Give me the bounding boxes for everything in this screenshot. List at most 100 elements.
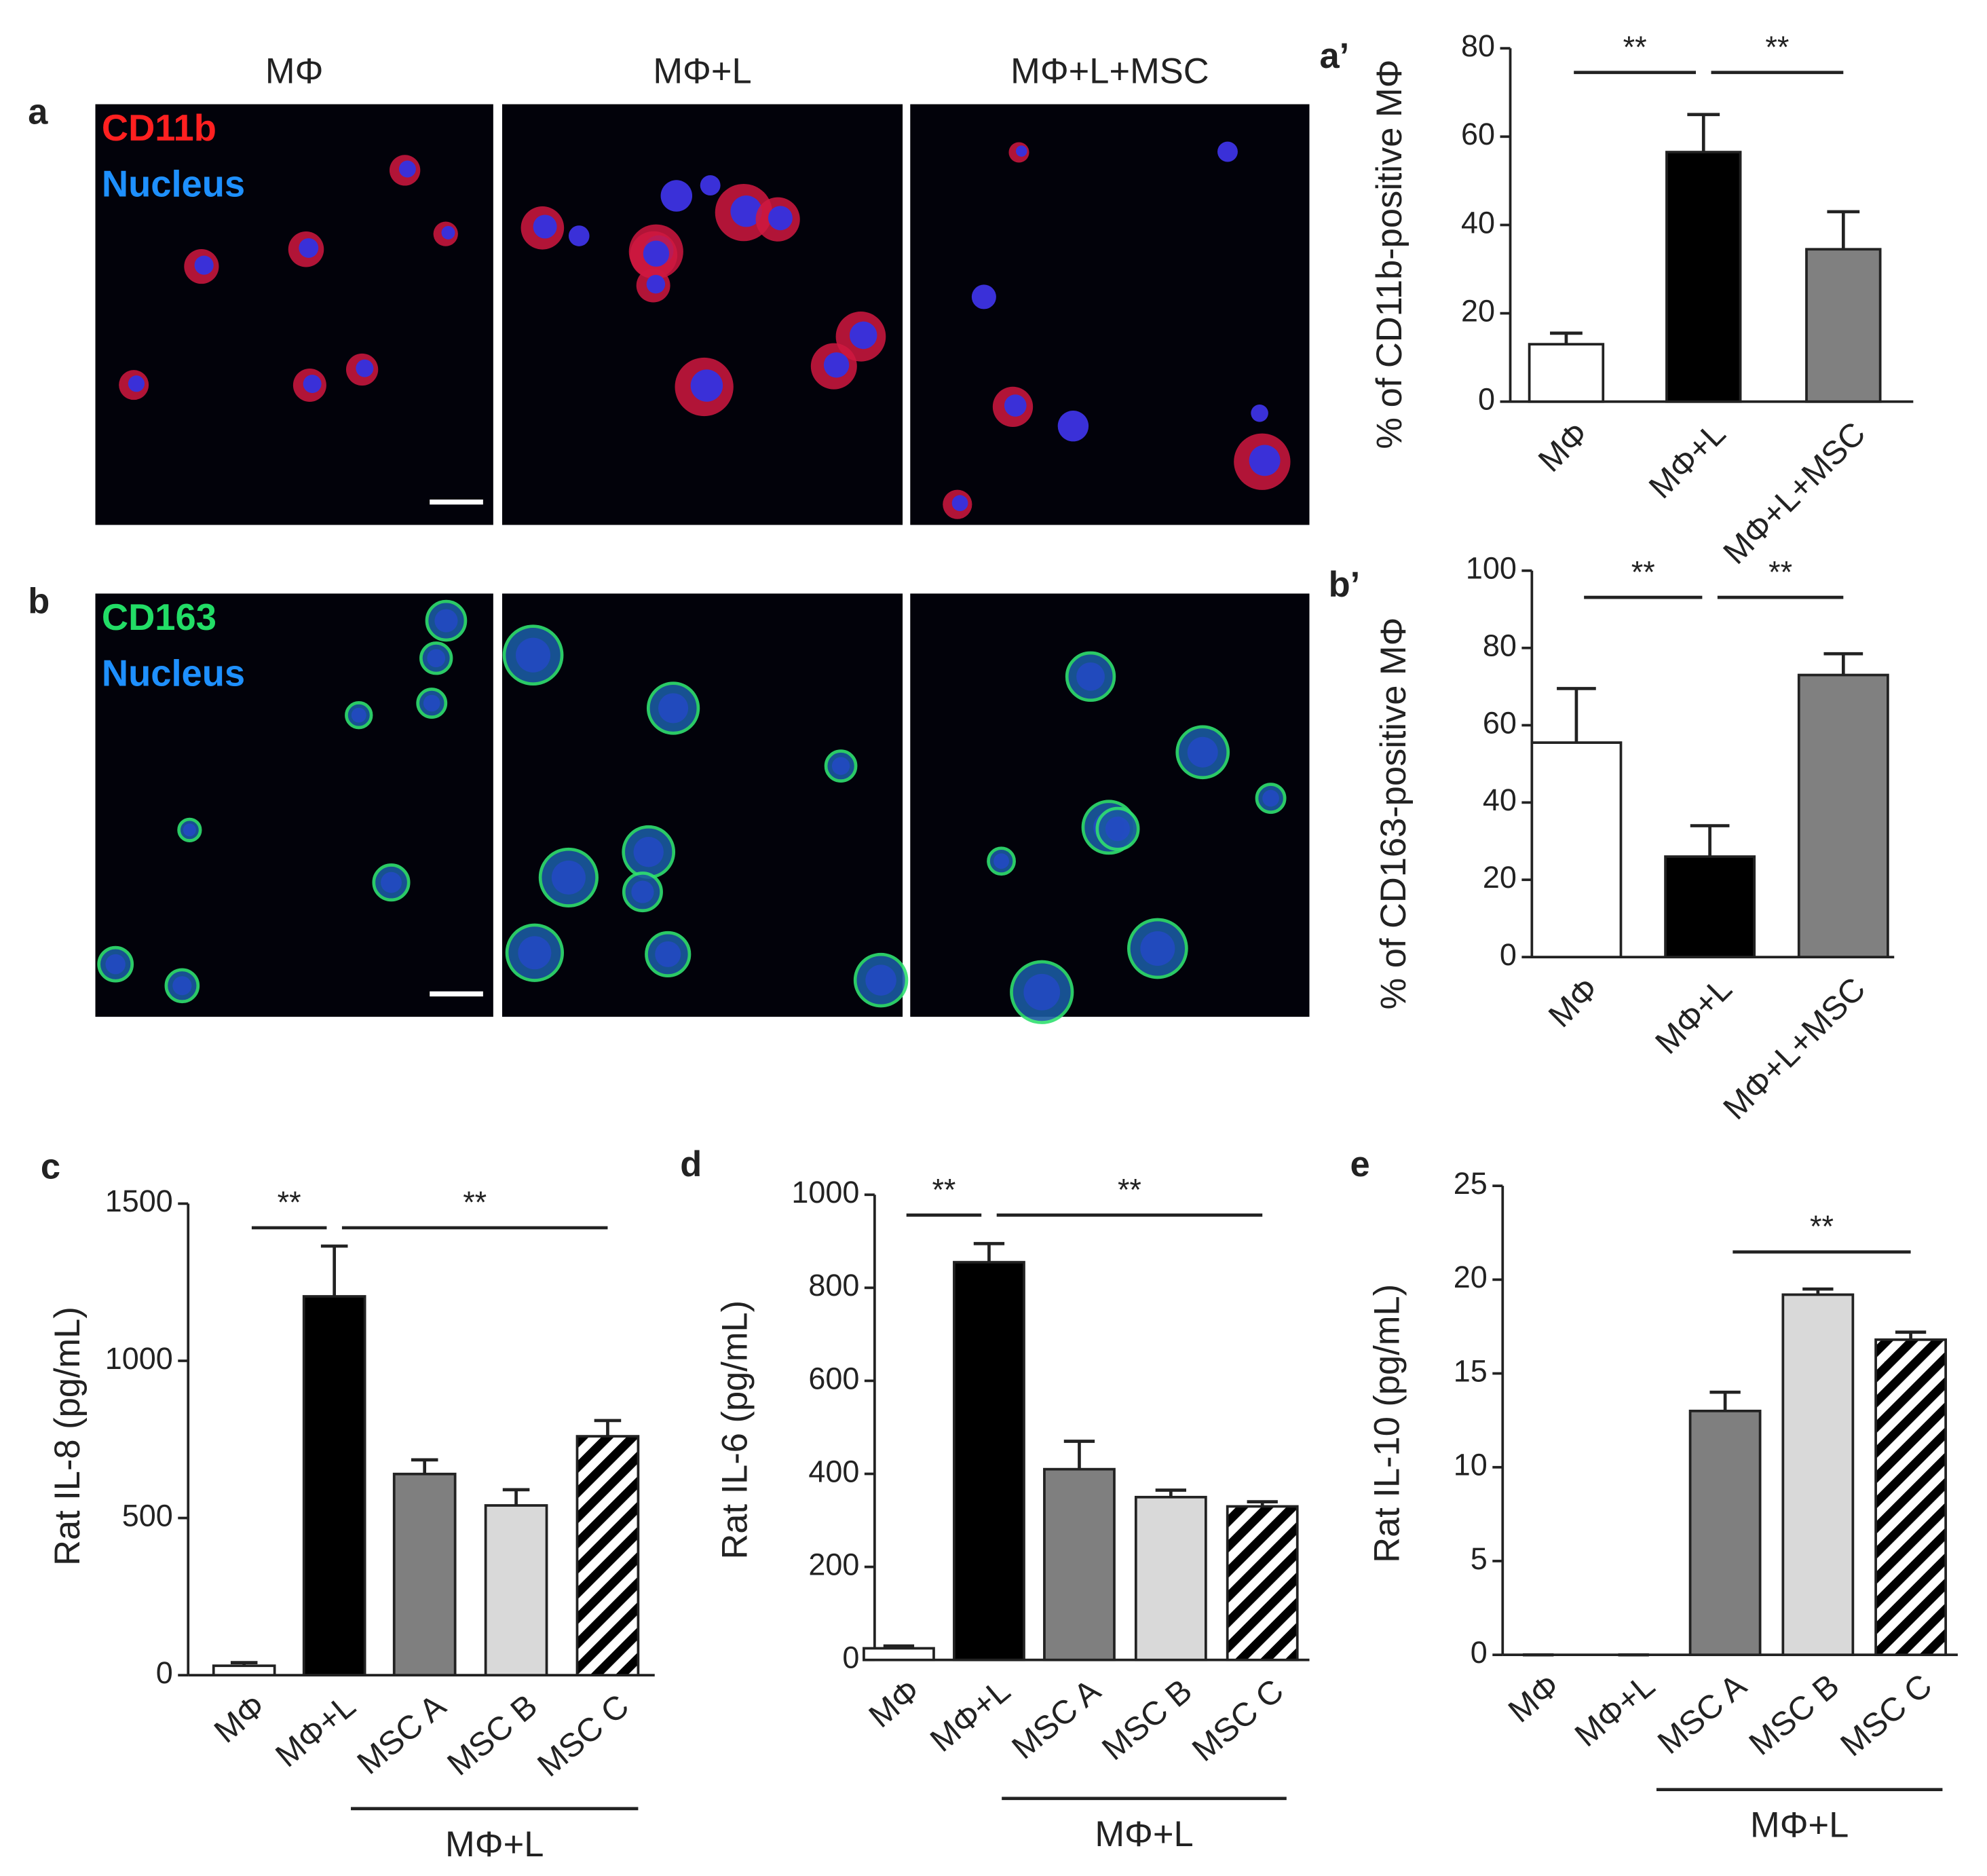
y-axis-label: Rat IL-8 (pg/mL)	[48, 1307, 88, 1566]
y-tick-label: 500	[122, 1498, 173, 1533]
nucleus	[516, 637, 551, 673]
bar	[1528, 343, 1605, 403]
y-tick-label: 20	[1483, 860, 1517, 895]
y-tick-label: 15	[1454, 1353, 1488, 1388]
nucleus	[730, 195, 762, 227]
bar	[863, 1647, 935, 1662]
y-tick-label: 1000	[791, 1175, 859, 1209]
bar	[575, 1435, 640, 1676]
significance-label: **	[1623, 30, 1647, 64]
nucleus	[1187, 736, 1218, 768]
nucleus	[128, 375, 145, 392]
y-tick-label: 20	[1454, 1260, 1488, 1294]
nucleus	[194, 255, 214, 275]
nucleus	[831, 757, 850, 775]
nucleus	[994, 853, 1009, 869]
micrograph	[95, 104, 493, 525]
significance-label: **	[1631, 555, 1655, 589]
nucleus	[172, 976, 192, 996]
y-tick-label: 80	[1483, 629, 1517, 663]
nucleus	[1015, 145, 1027, 157]
y-tick-label: 200	[808, 1547, 859, 1581]
y-tick-label: 100	[1466, 551, 1517, 586]
bar	[1805, 248, 1882, 403]
y-tick-label: 0	[1500, 937, 1517, 972]
nucleus	[1105, 817, 1131, 842]
bar	[1664, 855, 1756, 958]
significance-label: **	[1118, 1172, 1141, 1207]
y-tick-label: 10	[1454, 1448, 1488, 1482]
column-header: MΦ+L+MSC	[1010, 52, 1209, 91]
stain-label: Nucleus	[102, 164, 245, 205]
y-tick-label: 1500	[105, 1184, 173, 1218]
y-tick-label: 0	[842, 1640, 859, 1675]
nucleus	[633, 837, 664, 867]
bar	[1688, 1409, 1762, 1657]
column-header: MΦ+L	[653, 52, 751, 91]
nucleus	[427, 649, 446, 668]
stain-label: CD11b	[102, 107, 216, 149]
nucleus	[823, 352, 850, 378]
stain-label: Nucleus	[102, 653, 245, 694]
nucleus	[1249, 445, 1281, 476]
nucleus	[533, 214, 557, 239]
nucleus	[1262, 789, 1279, 807]
panel-label: e	[1350, 1145, 1369, 1184]
nucleus	[1217, 141, 1238, 162]
panel-label: a’	[1320, 37, 1350, 76]
nucleus	[303, 375, 322, 394]
bar	[212, 1664, 276, 1676]
nucleus	[398, 160, 416, 178]
y-tick-label: 5	[1471, 1541, 1488, 1576]
significance-label: **	[1768, 555, 1792, 589]
significance-label: **	[932, 1172, 955, 1207]
bar	[953, 1260, 1025, 1662]
y-tick-label: 800	[808, 1268, 859, 1302]
micrograph	[502, 104, 903, 525]
bar	[1530, 741, 1623, 958]
nucleus	[690, 369, 723, 402]
bar	[302, 1295, 366, 1676]
nucleus	[660, 180, 693, 212]
y-tick-label: 25	[1454, 1166, 1488, 1201]
bar	[1781, 1293, 1855, 1657]
nucleus	[768, 206, 793, 231]
significance-label: **	[278, 1185, 301, 1220]
panel-label: b	[28, 582, 50, 621]
nucleus	[646, 275, 666, 294]
nucleus	[551, 860, 586, 895]
nucleus	[351, 707, 366, 723]
nucleus	[105, 954, 126, 975]
nucleus	[1057, 411, 1089, 442]
significance-label: **	[1765, 30, 1789, 64]
bar	[392, 1472, 457, 1676]
significance-label: **	[463, 1185, 487, 1220]
nucleus	[658, 693, 689, 724]
group-label: MΦ+L	[1095, 1815, 1193, 1854]
nucleus	[568, 225, 590, 246]
panel-label: b’	[1329, 565, 1361, 605]
bar	[484, 1504, 548, 1676]
y-tick-label: 60	[1461, 117, 1495, 151]
nucleus	[183, 823, 196, 837]
y-tick-label: 40	[1483, 783, 1517, 817]
nucleus	[865, 964, 896, 996]
nucleus	[423, 694, 440, 712]
y-tick-label: 0	[1478, 382, 1495, 417]
micrograph	[502, 593, 903, 1017]
nucleus	[1140, 931, 1175, 966]
y-axis-label: Rat IL-10 (pg/mL)	[1367, 1284, 1407, 1563]
nucleus	[1004, 394, 1027, 417]
nucleus	[381, 871, 402, 893]
significance-label: **	[1810, 1209, 1834, 1244]
stain-label: CD163	[102, 597, 216, 638]
nucleus	[631, 880, 654, 903]
nucleus	[951, 495, 968, 512]
nucleus	[655, 941, 681, 967]
y-tick-label: 400	[808, 1454, 859, 1488]
y-tick-label: 40	[1461, 205, 1495, 240]
group-label: MΦ+L	[445, 1825, 544, 1864]
y-axis-label: % of CD11b-positive MΦ	[1370, 59, 1409, 449]
y-axis-label: % of CD163-positive MΦ	[1374, 617, 1414, 1009]
bar	[1226, 1505, 1299, 1662]
